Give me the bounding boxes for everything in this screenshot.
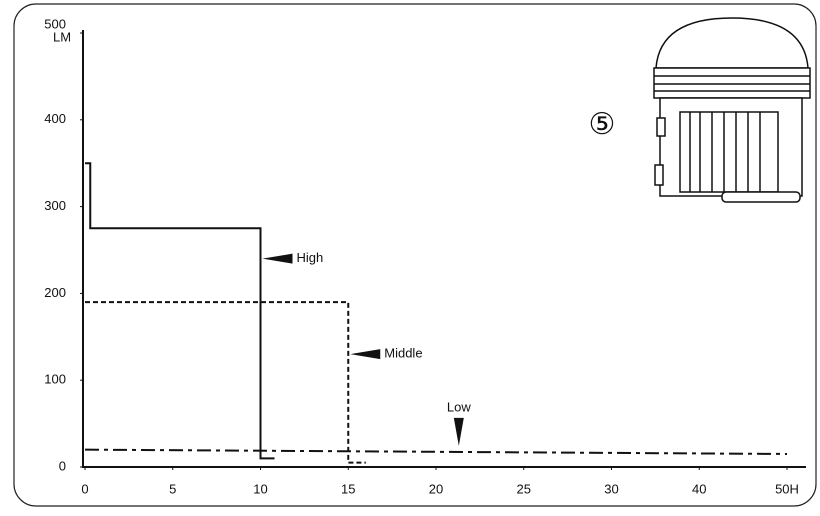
x-tick-label: 15: [341, 481, 355, 496]
x-tick-label: 25: [517, 481, 531, 496]
x-tick-label: 5: [169, 481, 176, 496]
x-tick-label: 40: [692, 481, 706, 496]
annotation: Low: [447, 399, 471, 414]
x-tick-label: 0: [81, 481, 88, 496]
series-line: [84, 448, 788, 455]
y-tick-label: 0: [59, 458, 66, 473]
frame: [13, 3, 817, 507]
y-tick-label: 300: [44, 198, 66, 213]
x-tick-label: 10: [253, 481, 267, 496]
y-tick-label: 200: [44, 285, 66, 300]
lamp-illustration: [653, 17, 811, 203]
annotation: High: [297, 250, 324, 265]
x-tick-label: 30: [604, 481, 618, 496]
series-line: [85, 301, 366, 464]
x-tick-label: 50H: [775, 481, 799, 496]
y-tick-label: 100: [44, 372, 66, 387]
annotation-arrow: [262, 253, 293, 264]
series-line: [85, 162, 275, 460]
x-tick-label: 20: [429, 481, 443, 496]
y-tick-label: 400: [44, 111, 66, 126]
y-tick-label: 500: [44, 16, 66, 31]
y-unit: LM: [53, 29, 71, 44]
annotation: Middle: [384, 346, 422, 361]
annotation-arrow: [453, 417, 464, 446]
annotation-arrow: [350, 349, 381, 360]
badge: ⑤: [589, 108, 616, 141]
